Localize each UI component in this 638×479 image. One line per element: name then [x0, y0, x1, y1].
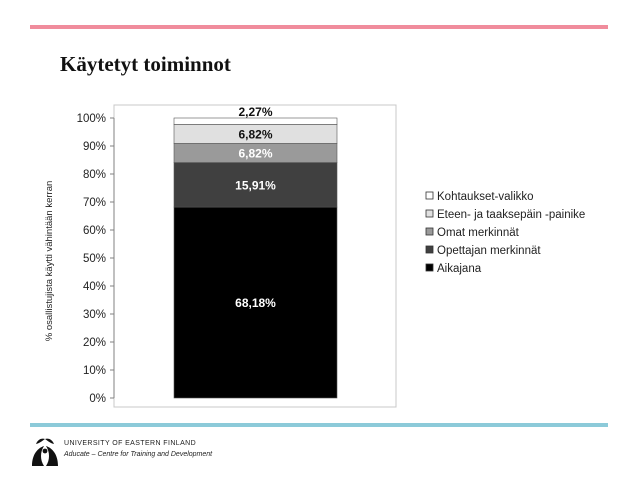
legend-swatch [425, 227, 434, 236]
org-unit: Aducate – Centre for Training and Develo… [64, 451, 213, 458]
y-tick-label: 0% [89, 393, 106, 405]
legend-label: Kohtaukset-valikko [437, 191, 534, 203]
y-axis-label: % osallistujista käytti vähintään kerran [44, 181, 55, 342]
org-name: UNIVERSITY OF EASTERN FINLAND [64, 440, 197, 447]
legend-label: Omat merkinnät [437, 227, 520, 239]
bar-segment [173, 117, 338, 125]
y-tick-label: 10% [83, 365, 106, 377]
data-label: 15,91% [235, 178, 276, 192]
legend-swatch [425, 209, 434, 218]
legend-swatch [425, 245, 434, 254]
bar-segment [173, 162, 338, 208]
top-rule [30, 25, 608, 29]
data-label: 6,82% [238, 147, 272, 161]
slide-title: Käytetyt toiminnot [60, 52, 231, 76]
data-label: 2,27% [238, 105, 272, 119]
y-tick-label: 60% [83, 225, 106, 237]
y-tick-label: 40% [83, 281, 106, 293]
data-label: 6,82% [238, 127, 272, 141]
y-tick-label: 20% [83, 337, 106, 349]
legend-label: Eteen- ja taaksepäin -painike [437, 209, 585, 221]
legend-label: Opettajan merkinnät [437, 245, 541, 257]
y-tick-label: 100% [77, 113, 106, 125]
data-label: 68,18% [235, 296, 276, 310]
bottom-rule [30, 423, 608, 427]
y-tick-label: 90% [83, 141, 106, 153]
legend-swatch [425, 191, 434, 200]
university-logo-icon [32, 438, 58, 466]
legend-swatch [425, 263, 434, 272]
legend-label: Aikajana [437, 263, 482, 275]
bar-segment [173, 206, 338, 399]
y-tick-label: 30% [83, 309, 106, 321]
y-tick-label: 70% [83, 197, 106, 209]
y-tick-label: 50% [83, 253, 106, 265]
y-tick-label: 80% [83, 169, 106, 181]
